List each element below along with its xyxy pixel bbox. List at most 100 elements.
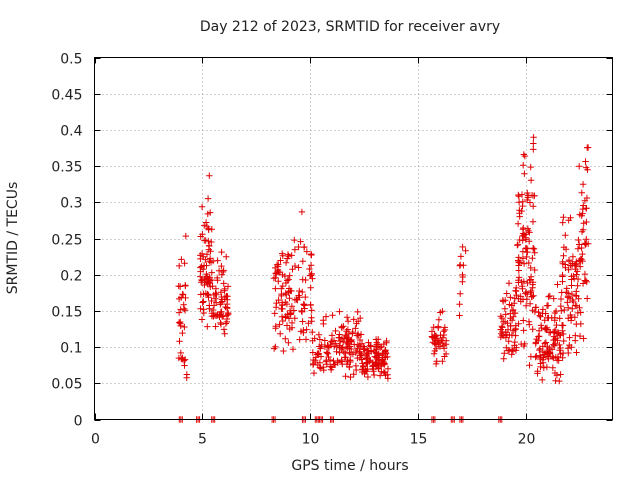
y-tick-label: 0.45	[51, 88, 82, 104]
data-point	[275, 296, 282, 304]
data-point	[542, 339, 550, 346]
data-point	[574, 245, 582, 252]
data-point	[429, 339, 437, 346]
data-point	[541, 349, 549, 356]
data-point	[552, 335, 559, 342]
data-point	[518, 191, 526, 198]
data-point	[498, 314, 506, 322]
data-point	[573, 349, 580, 356]
data-point	[456, 301, 463, 308]
data-point	[199, 231, 206, 238]
data-point	[348, 345, 355, 353]
data-point	[521, 170, 528, 177]
data-point	[457, 253, 465, 260]
y-tick-label: 0.2	[60, 269, 82, 285]
data-point	[509, 306, 517, 314]
data-point	[318, 341, 325, 349]
data-point	[534, 370, 541, 377]
data-point	[513, 344, 520, 351]
data-point	[197, 291, 204, 298]
data-point	[299, 258, 306, 265]
data-point	[559, 271, 566, 279]
data-point	[299, 288, 306, 296]
data-point	[531, 249, 538, 256]
data-point	[576, 304, 583, 311]
data-point	[285, 339, 292, 346]
data-point	[508, 317, 516, 324]
data-point	[276, 269, 284, 276]
data-point	[583, 278, 590, 286]
data-point	[554, 281, 561, 288]
data-point	[552, 354, 559, 361]
data-point	[577, 320, 584, 328]
data-point	[512, 325, 519, 333]
data-point	[520, 260, 528, 267]
data-point	[520, 151, 527, 158]
data-point	[307, 284, 314, 291]
data-point	[320, 320, 327, 328]
data-point	[544, 353, 552, 360]
data-point	[288, 287, 295, 295]
data-point	[545, 293, 552, 300]
data-point	[272, 285, 279, 292]
data-point	[207, 283, 214, 290]
data-point	[381, 369, 389, 377]
data-point	[520, 317, 527, 324]
data-point	[301, 305, 308, 312]
data-point	[462, 247, 469, 254]
data-point	[282, 299, 289, 306]
data-point	[529, 281, 536, 288]
data-point	[551, 336, 558, 343]
data-point	[582, 241, 589, 248]
data-point	[550, 295, 557, 302]
data-point	[554, 357, 561, 364]
data-point	[437, 309, 444, 316]
data-point	[372, 354, 380, 361]
data-point	[306, 265, 313, 273]
data-point	[204, 210, 211, 218]
data-point	[178, 294, 185, 301]
data-point	[212, 323, 219, 330]
data-point	[177, 306, 184, 313]
data-point	[271, 345, 278, 352]
data-point	[535, 327, 543, 334]
data-point	[214, 311, 221, 318]
data-point	[564, 345, 572, 352]
data-point	[203, 262, 210, 269]
data-point	[533, 353, 540, 360]
data-point	[442, 341, 450, 348]
data-point	[218, 248, 225, 256]
data-point	[497, 326, 504, 333]
data-point	[291, 236, 298, 244]
data-point	[354, 308, 361, 316]
data-point	[197, 305, 204, 312]
data-point	[277, 330, 284, 337]
data-point	[526, 300, 534, 307]
data-point	[530, 146, 537, 153]
data-point	[338, 324, 346, 331]
data-point	[347, 373, 354, 381]
data-point	[457, 290, 464, 297]
data-point	[460, 262, 467, 269]
data-point	[580, 335, 587, 342]
data-point	[342, 331, 349, 339]
data-point	[530, 245, 538, 253]
data-point	[383, 337, 390, 345]
data-point	[178, 256, 185, 263]
data-point	[284, 251, 292, 258]
data-point	[297, 238, 304, 245]
data-point	[308, 307, 315, 314]
data-point	[549, 364, 556, 371]
data-point	[344, 358, 351, 365]
data-point	[535, 309, 542, 316]
data-point	[536, 333, 543, 340]
data-point	[208, 238, 215, 246]
data-point	[360, 346, 367, 353]
data-point	[541, 340, 548, 347]
data-point	[320, 363, 327, 371]
data-point	[352, 362, 360, 370]
data-point	[301, 244, 308, 251]
data-point	[500, 355, 507, 362]
data-point	[567, 317, 575, 324]
data-point	[197, 273, 204, 280]
